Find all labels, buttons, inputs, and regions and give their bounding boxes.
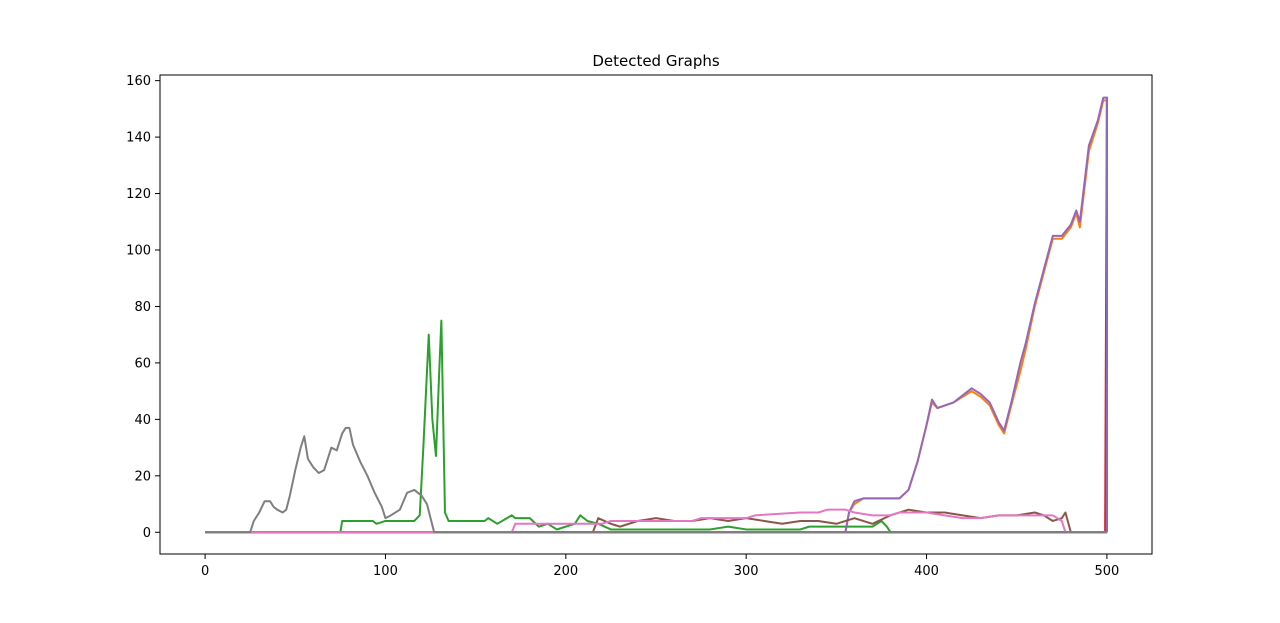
y-tick-label: 80 bbox=[134, 300, 151, 315]
series-layer bbox=[205, 96, 1108, 534]
x-tick-label: 100 bbox=[373, 564, 398, 579]
series-line-8 bbox=[205, 426, 1107, 534]
x-tick-label: 500 bbox=[1094, 564, 1119, 579]
series-line-7 bbox=[205, 508, 1107, 534]
series-line-6 bbox=[205, 508, 1107, 534]
y-tick-label: 40 bbox=[134, 413, 151, 428]
y-tick-label: 160 bbox=[126, 74, 151, 89]
x-tick-label: 200 bbox=[553, 564, 578, 579]
x-tick-label: 400 bbox=[914, 564, 939, 579]
series-line-5 bbox=[205, 96, 1108, 534]
plot-frame bbox=[159, 74, 1153, 555]
x-tick-label: 300 bbox=[734, 564, 759, 579]
y-tick-label: 20 bbox=[134, 469, 151, 484]
y-tick-label: 100 bbox=[126, 244, 151, 259]
chart-title: Detected Graphs bbox=[592, 52, 720, 70]
series-line-3 bbox=[205, 319, 1107, 534]
y-tick-label: 0 bbox=[143, 526, 151, 541]
x-tick-label: 0 bbox=[201, 564, 209, 579]
y-tick-label: 140 bbox=[126, 131, 151, 146]
y-tick-label: 120 bbox=[126, 187, 151, 202]
axis-layer: 0 100 200 300 400 500 0 20 40 60 80 100 120 140 160 bbox=[126, 74, 1119, 579]
y-tick-label: 60 bbox=[134, 356, 151, 371]
